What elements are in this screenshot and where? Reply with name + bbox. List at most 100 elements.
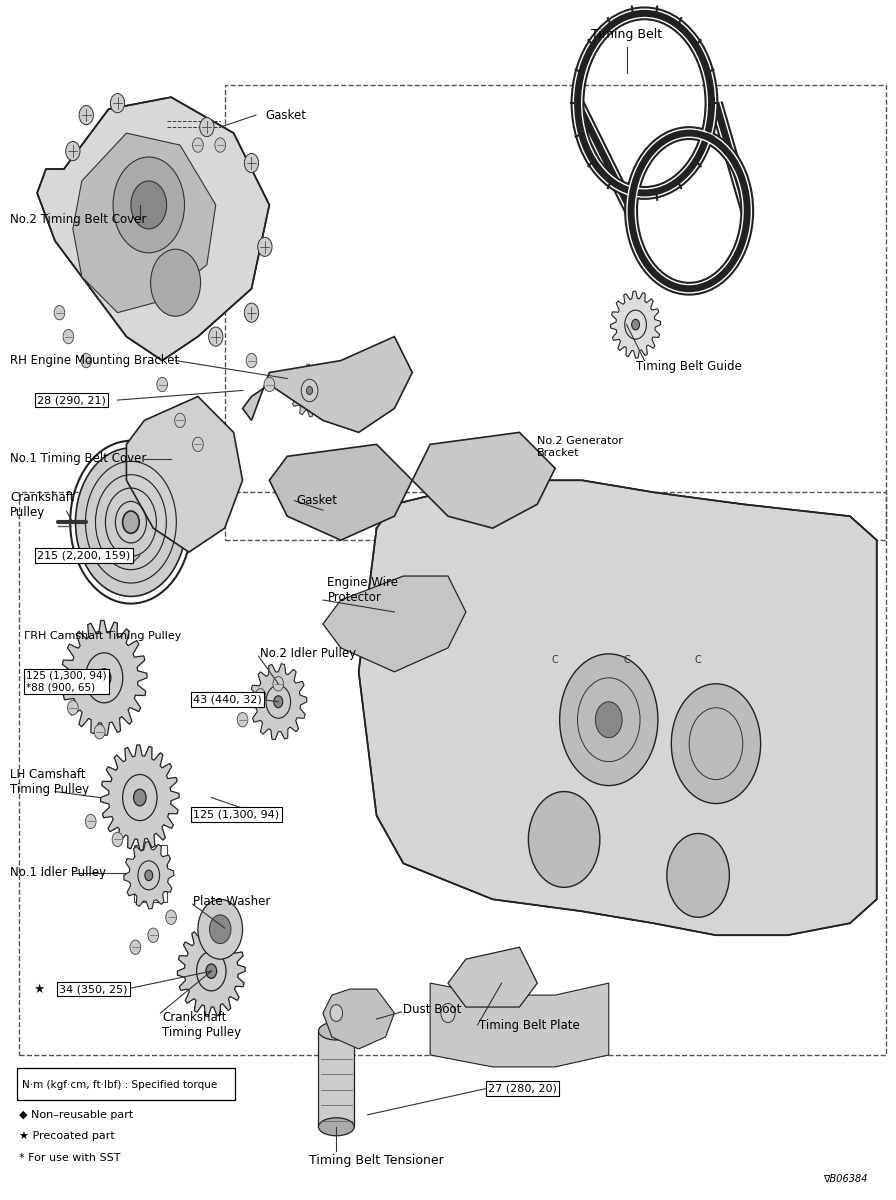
- Polygon shape: [243, 337, 412, 432]
- Circle shape: [123, 511, 139, 533]
- Text: RH Engine Mounting Bracket: RH Engine Mounting Bracket: [11, 354, 179, 367]
- Circle shape: [81, 353, 91, 367]
- Circle shape: [175, 413, 185, 427]
- Circle shape: [145, 870, 152, 881]
- Text: Timing Belt Tensioner: Timing Belt Tensioner: [309, 1154, 444, 1166]
- Circle shape: [264, 377, 275, 391]
- Polygon shape: [358, 480, 877, 935]
- Text: No.1 Idler Pulley: No.1 Idler Pulley: [11, 866, 107, 880]
- Circle shape: [441, 1003, 455, 1022]
- Circle shape: [667, 834, 729, 917]
- Circle shape: [258, 238, 272, 257]
- Text: ΓRH Camshaft Timing Pulley: ΓRH Camshaft Timing Pulley: [23, 631, 181, 641]
- Circle shape: [266, 685, 290, 719]
- Circle shape: [193, 437, 203, 451]
- Circle shape: [560, 654, 658, 786]
- Text: No.2 Idler Pulley: No.2 Idler Pulley: [261, 647, 357, 660]
- Text: 43 (440, 32): 43 (440, 32): [194, 695, 263, 704]
- Circle shape: [529, 792, 599, 887]
- Polygon shape: [61, 620, 147, 736]
- Circle shape: [206, 964, 217, 978]
- Circle shape: [245, 304, 259, 323]
- Circle shape: [63, 330, 73, 343]
- Text: Plate Washer: Plate Washer: [194, 895, 271, 908]
- Text: No.2 Timing Belt Cover: No.2 Timing Belt Cover: [11, 212, 147, 226]
- Circle shape: [85, 815, 96, 829]
- Polygon shape: [318, 1031, 354, 1127]
- Circle shape: [625, 310, 646, 340]
- Circle shape: [255, 689, 266, 703]
- Circle shape: [134, 790, 146, 806]
- Circle shape: [75, 448, 186, 596]
- Text: Gasket: Gasket: [297, 494, 337, 508]
- Circle shape: [301, 379, 318, 402]
- Text: C: C: [624, 655, 630, 665]
- Circle shape: [112, 833, 123, 847]
- Polygon shape: [323, 576, 466, 672]
- Polygon shape: [430, 983, 608, 1067]
- Text: Timing Belt: Timing Belt: [591, 29, 662, 42]
- Circle shape: [595, 702, 622, 738]
- Circle shape: [200, 118, 214, 137]
- Text: Crankshaft
Timing Pulley: Crankshaft Timing Pulley: [162, 1012, 241, 1039]
- Polygon shape: [448, 947, 538, 1007]
- Circle shape: [210, 914, 231, 943]
- Text: No.2 Generator
Bracket: No.2 Generator Bracket: [538, 436, 624, 457]
- Circle shape: [196, 952, 226, 991]
- Polygon shape: [126, 396, 243, 552]
- Text: Dust Boot: Dust Boot: [403, 1003, 461, 1016]
- Polygon shape: [100, 745, 179, 851]
- Circle shape: [246, 353, 257, 367]
- Polygon shape: [37, 97, 270, 360]
- Circle shape: [94, 725, 105, 739]
- Polygon shape: [73, 133, 216, 313]
- Text: C: C: [694, 655, 702, 665]
- Text: Gasket: Gasket: [265, 109, 306, 121]
- Circle shape: [138, 860, 159, 890]
- Text: Timing Belt Plate: Timing Belt Plate: [479, 1019, 580, 1032]
- Circle shape: [273, 677, 284, 691]
- Polygon shape: [270, 444, 412, 540]
- Circle shape: [274, 696, 283, 708]
- Circle shape: [215, 138, 226, 152]
- Circle shape: [54, 306, 65, 320]
- Text: Timing Belt Guide: Timing Belt Guide: [635, 360, 742, 373]
- Text: 27 (280, 20): 27 (280, 20): [488, 1084, 557, 1093]
- Text: 215 (2,200, 159): 215 (2,200, 159): [37, 551, 130, 560]
- Circle shape: [98, 668, 111, 686]
- Polygon shape: [412, 432, 556, 528]
- Polygon shape: [124, 842, 174, 908]
- Text: Engine Wire
Protector: Engine Wire Protector: [327, 576, 399, 605]
- Circle shape: [67, 701, 78, 715]
- Circle shape: [131, 181, 167, 229]
- Text: N·m (kgf·cm, ft·lbf) : Specified torque: N·m (kgf·cm, ft·lbf) : Specified torque: [22, 1080, 217, 1090]
- Text: 125 (1,300, 94): 125 (1,300, 94): [194, 809, 280, 820]
- Text: No.1 Timing Belt Cover: No.1 Timing Belt Cover: [11, 452, 147, 466]
- Circle shape: [85, 653, 123, 703]
- Polygon shape: [610, 292, 660, 358]
- Circle shape: [151, 250, 201, 317]
- FancyBboxPatch shape: [17, 1068, 236, 1100]
- Circle shape: [245, 154, 259, 173]
- Text: LH Camshaft
Timing Pulley: LH Camshaft Timing Pulley: [11, 768, 90, 796]
- Polygon shape: [290, 364, 329, 416]
- Text: Crankshaft
Pulley: Crankshaft Pulley: [11, 492, 74, 520]
- Circle shape: [330, 1004, 342, 1021]
- Circle shape: [237, 713, 248, 727]
- Text: ★: ★: [33, 983, 45, 996]
- Polygon shape: [323, 989, 394, 1049]
- Circle shape: [632, 319, 640, 330]
- Circle shape: [209, 328, 223, 346]
- Circle shape: [671, 684, 761, 804]
- Text: C: C: [552, 655, 558, 665]
- Circle shape: [123, 774, 157, 821]
- Circle shape: [65, 142, 80, 161]
- Text: * For use with SST: * For use with SST: [19, 1153, 121, 1163]
- Circle shape: [306, 386, 313, 395]
- Circle shape: [157, 377, 168, 391]
- Circle shape: [130, 940, 141, 954]
- Circle shape: [148, 928, 159, 942]
- Circle shape: [110, 94, 125, 113]
- Circle shape: [198, 899, 243, 959]
- Ellipse shape: [318, 1117, 354, 1135]
